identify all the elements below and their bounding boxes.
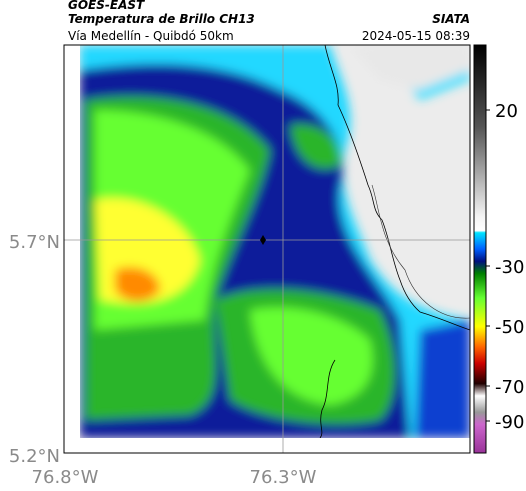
lat-label: 5.2°N	[9, 446, 60, 467]
lat-label: 5.7°N	[9, 232, 60, 253]
colorbar-label: -50	[495, 317, 524, 338]
colorbar-label: 20	[495, 101, 518, 122]
satellite-image	[80, 45, 470, 438]
subtitle: Vía Medellín - Quibdó 50km	[68, 29, 234, 43]
colorbar-label: -70	[495, 377, 524, 398]
lon-label: 76.8°W	[32, 467, 99, 488]
source: SIATA	[432, 12, 470, 26]
map-frame	[63, 44, 471, 454]
colorbar	[473, 44, 487, 454]
datetime: 2024-05-15 08:39	[362, 29, 470, 43]
colorbar-ticks	[486, 109, 490, 422]
title: Temperatura de Brillo CH13	[68, 12, 255, 26]
satellite: GOES-EAST	[68, 0, 145, 12]
lon-label: 76.3°W	[250, 467, 317, 488]
city-marker	[260, 235, 266, 245]
colorbar-label: -30	[495, 257, 524, 278]
colorbar-label: -90	[495, 412, 524, 433]
